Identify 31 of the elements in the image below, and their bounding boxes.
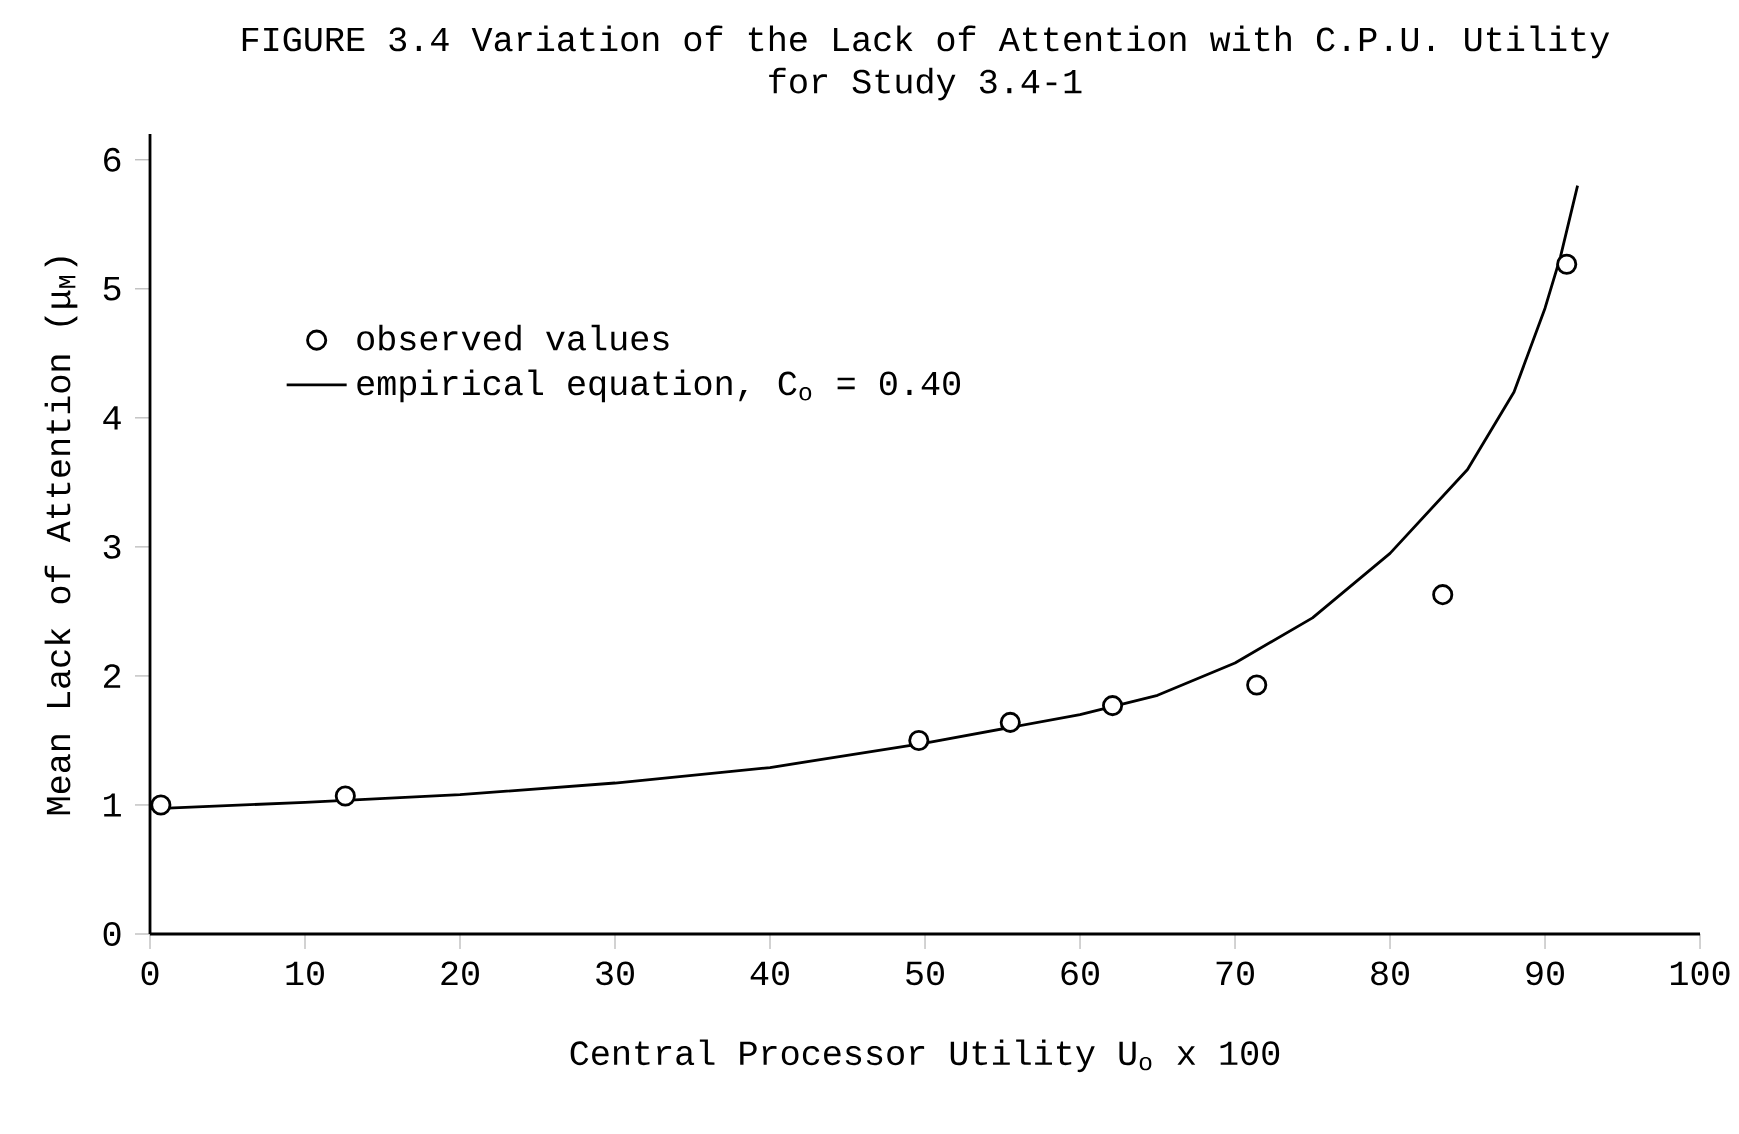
legend-label: observed values [357, 324, 669, 351]
x-tick-label: 90 [1526, 961, 1564, 986]
point [1432, 584, 1454, 606]
x-tick-label: 70 [1216, 961, 1254, 986]
x-tick-label: 30 [596, 961, 634, 986]
point [908, 729, 930, 751]
y-axis-title: Mean Lack of Attention (μ$_{M}$) [44, 257, 78, 815]
point [999, 711, 1021, 733]
x-tick-label: 100 [1670, 961, 1730, 986]
y-tick-label: 3 [103, 534, 121, 559]
y-tick-label: 1 [104, 793, 121, 817]
x-tick-label: 20 [441, 961, 479, 986]
x-tick-label: 60 [1061, 961, 1099, 986]
x-tick-label: 0 [141, 961, 159, 986]
y-tick-label: 6 [104, 147, 121, 172]
point [1556, 253, 1578, 275]
point [1102, 695, 1124, 717]
x-tick-label: 40 [750, 961, 789, 986]
x-tick-label: 50 [906, 961, 944, 986]
x-tick-label: 80 [1371, 961, 1409, 986]
legend-label: empirical equation, C$_{o}$ = 0.40 [357, 369, 961, 403]
y-tick-label: 0 [103, 922, 121, 946]
x-axis-title: Central Processor Utility U$_{o}$ x 100 [570, 1039, 1280, 1073]
x-tick-label: 10 [286, 961, 324, 986]
point [1246, 674, 1268, 696]
point [150, 794, 172, 816]
y-tick-label: 4 [103, 406, 121, 430]
y-tick-label: 2 [103, 664, 121, 688]
y-tick-label: 5 [103, 277, 121, 301]
point [334, 785, 356, 807]
chart-title: FIGURE 3.4 Variation of the Lack of Attention with C.P.U. Utility for Study 3.4-1 [242, 25, 1610, 101]
